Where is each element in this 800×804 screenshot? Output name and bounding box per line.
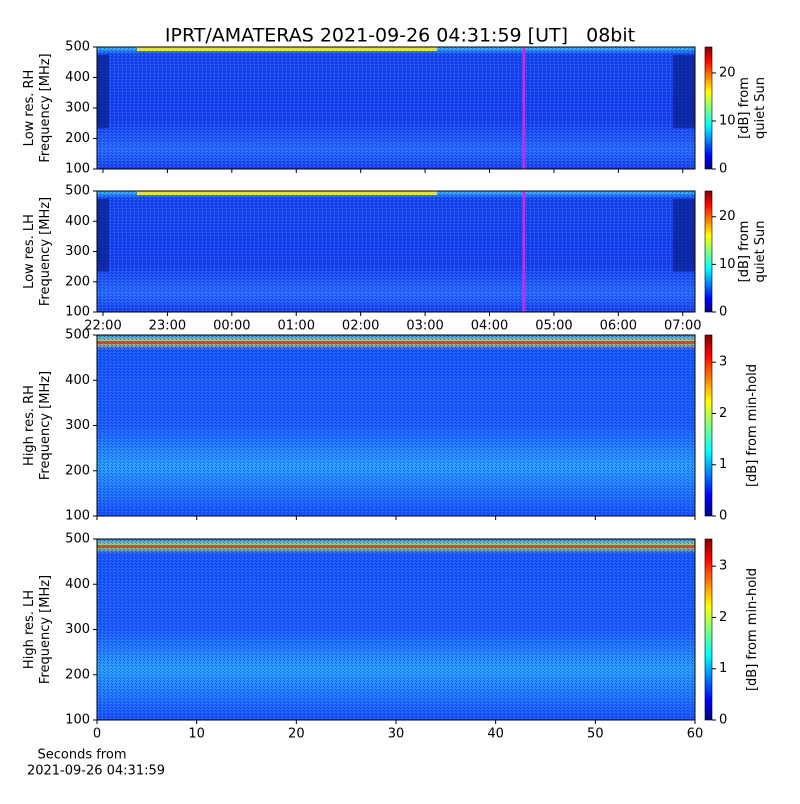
y-tick-label: 400 (65, 373, 90, 388)
colorbar-tick-label: 0 (719, 713, 727, 728)
y-axis-label: Low res. RHFrequency [MHz] (22, 53, 53, 162)
colorbar-tick-label: 2 (719, 610, 727, 625)
y-tick-label: 400 (65, 214, 90, 229)
colorbar-tick-label: 0 (719, 305, 727, 320)
y-axis-label-line: Frequency [MHz] (38, 371, 53, 480)
x-axis-label: Seconds from (37, 748, 126, 763)
y-axis-label: High res. LHFrequency [MHz] (22, 575, 53, 684)
x-axis-label: 2021-09-26 04:31:59 (27, 764, 165, 779)
y-axis-label: High res. RHFrequency [MHz] (22, 371, 53, 480)
colorbar-label: [dB] from min-hold (745, 364, 760, 487)
y-tick-label: 500 (65, 328, 90, 343)
y-tick-label: 500 (65, 184, 90, 199)
y-axis-label-line: Low res. LH (22, 214, 37, 289)
spectrogram-noise (97, 539, 695, 720)
title: IPRT/AMATERAS 2021-09-26 04:31:59 [UT] 0… (165, 25, 635, 47)
x-tick-label: 0 (93, 727, 101, 742)
x-tick-label: 22:00 (84, 319, 121, 334)
colorbar-label: [dB] fromquiet Sun (737, 77, 768, 139)
x-tick-label: 07:00 (664, 319, 701, 334)
colorbar-tick-label: 0 (719, 162, 727, 177)
colorbar-label-line: [dB] from min-hold (745, 364, 760, 487)
colorbar-label: [dB] from min-hold (745, 568, 760, 691)
colorbar-tick-label: 3 (719, 355, 727, 370)
x-tick-label: 20 (288, 727, 305, 742)
x-tick-label: 02:00 (342, 319, 379, 334)
y-tick-label: 200 (65, 274, 90, 289)
x-tick-label: 40 (487, 727, 504, 742)
x-tick-label: 30 (388, 727, 405, 742)
x-tick-label: 50 (587, 727, 604, 742)
colorbar-tick-label: 20 (719, 209, 736, 224)
y-axis-label-line: High res. LH (22, 590, 37, 669)
x-tick-label: 05:00 (535, 319, 572, 334)
y-tick-label: 300 (65, 622, 90, 637)
band-edge (97, 55, 109, 129)
y-tick-label: 400 (65, 577, 90, 592)
y-tick-label: 400 (65, 70, 90, 85)
colorbar-label: [dB] fromquiet Sun (737, 220, 768, 282)
x-tick-label: 00:00 (213, 319, 250, 334)
colorbar-label-line: [dB] from (737, 221, 752, 283)
top-band (137, 47, 437, 51)
y-axis-label-line: Frequency [MHz] (38, 575, 53, 684)
x-tick-label: 60 (687, 727, 704, 742)
colorbar-tick-label: 10 (719, 257, 736, 272)
spectrogram-noise (97, 191, 695, 312)
y-tick-label: 100 (65, 162, 90, 177)
colorbar (704, 538, 713, 721)
y-tick-label: 100 (65, 713, 90, 728)
top-band (97, 341, 695, 344)
y-tick-label: 500 (65, 40, 90, 55)
spectrogram-noise (97, 47, 695, 169)
y-tick-label: 100 (65, 305, 90, 320)
colorbar-label-line: quiet Sun (753, 220, 768, 282)
colorbar-tick-label: 0 (719, 509, 727, 524)
y-axis-label-line: Frequency [MHz] (38, 53, 53, 162)
y-tick-label: 500 (65, 532, 90, 547)
band-edge (673, 199, 695, 272)
colorbar-tick-label: 1 (719, 661, 727, 676)
top-band (137, 191, 437, 195)
colorbar-tick-label: 2 (719, 406, 727, 421)
x-tick-label: 06:00 (600, 319, 637, 334)
y-tick-label: 300 (65, 101, 90, 116)
band-edge (673, 55, 695, 129)
y-tick-label: 300 (65, 244, 90, 259)
colorbar (704, 46, 713, 170)
colorbar-tick-label: 3 (719, 559, 727, 574)
y-axis-label-line: High res. RH (22, 385, 37, 466)
colorbar (704, 190, 713, 313)
y-axis-label: Low res. LHFrequency [MHz] (22, 197, 53, 306)
colorbar (704, 334, 713, 517)
x-tick-label: 23:00 (149, 319, 186, 334)
colorbar-label-line: [dB] from min-hold (745, 568, 760, 691)
x-tick-label: 01:00 (278, 319, 315, 334)
y-tick-label: 100 (65, 509, 90, 524)
x-tick-label: 04:00 (471, 319, 508, 334)
top-band (97, 545, 695, 548)
y-tick-label: 200 (65, 667, 90, 682)
y-tick-label: 200 (65, 463, 90, 478)
y-tick-label: 300 (65, 418, 90, 433)
y-axis-label-line: Low res. RH (22, 70, 37, 147)
spectrogram-noise (97, 335, 695, 516)
colorbar-tick-label: 20 (719, 65, 736, 80)
colorbar-tick-label: 1 (719, 457, 727, 472)
colorbar-tick-label: 10 (719, 113, 736, 128)
colorbar-label-line: quiet Sun (753, 77, 768, 139)
band-edge (97, 199, 109, 272)
y-axis-label-line: Frequency [MHz] (38, 197, 53, 306)
colorbar-label-line: [dB] from (737, 77, 752, 139)
x-tick-label: 03:00 (406, 319, 443, 334)
x-tick-label: 10 (188, 727, 205, 742)
y-tick-label: 200 (65, 131, 90, 146)
